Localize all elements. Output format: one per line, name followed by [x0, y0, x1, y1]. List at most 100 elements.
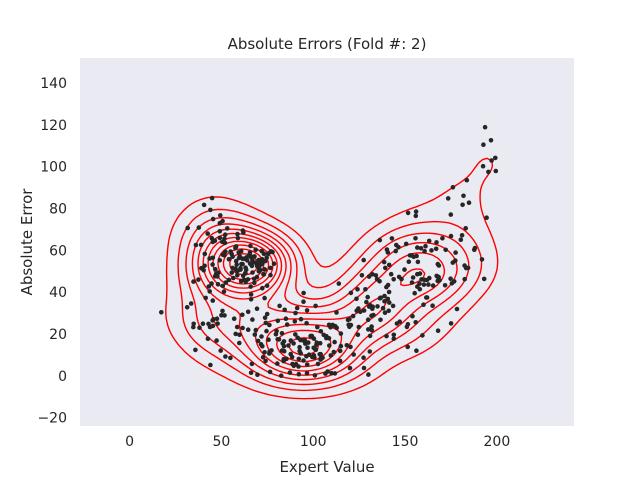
contour-level-4	[191, 223, 458, 381]
data-point	[237, 254, 243, 259]
data-point	[248, 370, 254, 376]
data-point	[284, 322, 290, 327]
contour-level-2	[177, 208, 483, 392]
data-point	[243, 265, 248, 271]
data-point	[378, 317, 383, 323]
data-point	[336, 281, 342, 286]
data-point	[348, 322, 354, 328]
data-point	[281, 339, 287, 344]
data-point	[345, 317, 351, 323]
data-point	[369, 324, 374, 329]
data-point	[267, 369, 273, 375]
data-point	[448, 212, 454, 217]
data-point	[338, 331, 344, 336]
data-point	[435, 274, 440, 279]
data-point	[262, 295, 267, 301]
data-point	[215, 270, 221, 276]
data-point	[283, 316, 289, 322]
data-point	[305, 345, 310, 351]
data-point	[202, 251, 208, 257]
y-tick-label-7: 120	[40, 118, 67, 134]
data-point	[405, 344, 411, 350]
data-point	[252, 332, 258, 337]
data-point	[314, 342, 319, 348]
data-point	[412, 290, 418, 296]
data-point	[424, 295, 429, 300]
x-axis-label: Expert Value	[279, 458, 374, 476]
data-point	[214, 316, 220, 322]
data-point	[234, 324, 240, 330]
data-point	[464, 177, 470, 183]
data-point	[354, 296, 359, 302]
data-point	[184, 305, 190, 310]
data-point	[223, 354, 228, 359]
data-point	[406, 259, 412, 265]
data-point	[271, 261, 277, 267]
data-point	[382, 310, 388, 316]
data-point	[306, 340, 311, 345]
data-point	[193, 347, 198, 353]
x-tick-label-0: 0	[125, 434, 134, 450]
data-point	[450, 185, 456, 190]
data-point	[329, 370, 334, 376]
data-point	[208, 362, 213, 368]
data-point	[214, 338, 219, 343]
data-point	[298, 316, 304, 322]
data-point	[198, 242, 204, 248]
data-point	[288, 338, 294, 343]
data-point	[435, 278, 441, 284]
data-point	[375, 304, 380, 309]
data-point	[326, 322, 332, 328]
data-point	[313, 303, 318, 309]
data-point	[317, 340, 323, 346]
data-point	[159, 310, 164, 315]
data-point	[417, 281, 422, 287]
y-tick-label-1: 0	[58, 369, 67, 385]
data-point	[493, 168, 499, 174]
y-tick-label-0: −20	[37, 411, 67, 427]
data-point	[433, 246, 439, 252]
data-point	[262, 315, 268, 321]
data-point	[273, 332, 279, 337]
data-point	[361, 355, 366, 361]
y-axis-label: Absolute Error	[18, 188, 36, 296]
data-point	[292, 319, 298, 324]
data-point	[387, 300, 392, 305]
data-point	[326, 336, 332, 341]
data-point	[421, 302, 426, 308]
x-tick-label-1: 50	[212, 434, 230, 450]
data-point	[386, 308, 392, 314]
data-point	[250, 317, 255, 322]
data-point	[361, 365, 367, 371]
data-point	[370, 272, 375, 277]
data-point	[384, 333, 389, 339]
data-point	[413, 209, 419, 214]
data-point	[296, 371, 302, 377]
data-point	[218, 348, 223, 353]
data-point	[239, 261, 244, 267]
data-point	[255, 338, 261, 344]
data-point	[243, 256, 249, 262]
data-point	[250, 259, 255, 265]
data-point	[245, 309, 251, 315]
data-point	[366, 274, 372, 279]
data-point	[298, 337, 303, 343]
data-point	[237, 340, 242, 346]
data-point	[365, 317, 371, 323]
data-point	[205, 336, 211, 342]
data-point	[220, 283, 226, 289]
data-point	[367, 333, 373, 339]
data-point	[403, 241, 409, 247]
data-point	[201, 268, 206, 273]
data-point	[209, 281, 214, 286]
data-point	[276, 337, 282, 342]
data-point	[481, 142, 486, 147]
data-point	[356, 306, 361, 311]
data-point	[217, 235, 223, 241]
data-point	[213, 266, 218, 272]
data-point	[369, 313, 374, 319]
data-point	[262, 267, 268, 272]
data-point	[377, 296, 383, 301]
data-point	[185, 225, 190, 231]
data-point	[386, 289, 392, 295]
